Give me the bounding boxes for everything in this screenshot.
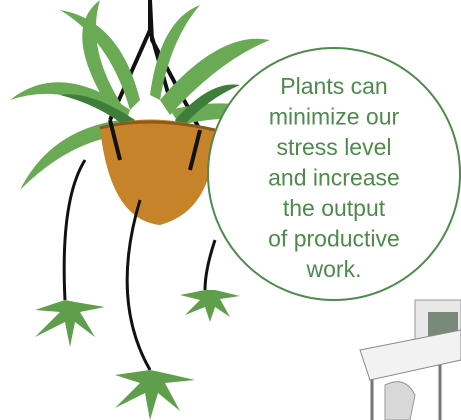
callout-line: and increase xyxy=(268,165,400,191)
callout-line: of productive xyxy=(268,226,400,252)
callout-line: Plants can xyxy=(280,73,387,99)
callout: Plants can minimize our stress level and in… xyxy=(268,73,400,282)
callout-line: minimize our xyxy=(269,104,400,130)
callout-line: the output xyxy=(283,195,386,221)
callout-line: work. xyxy=(306,256,362,282)
callout-line: stress level xyxy=(276,134,391,160)
desk xyxy=(360,300,461,420)
illustration: Plants can minimize our stress level and in… xyxy=(0,0,461,420)
